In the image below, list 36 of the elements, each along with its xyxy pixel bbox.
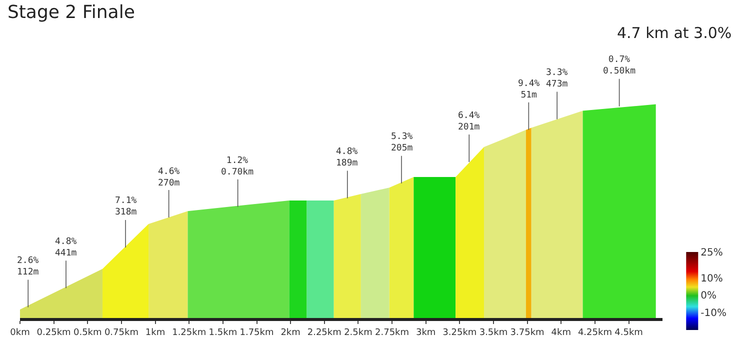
color-bar-label: 10% xyxy=(700,273,723,284)
x-tick-label: 0km xyxy=(10,328,30,338)
x-tick-label: 2.25km xyxy=(307,328,342,338)
annotation: 6.4% 201m xyxy=(458,111,480,133)
chart-title: Stage 2 Finale xyxy=(7,2,135,23)
x-tick-label: 1.25km xyxy=(172,328,206,338)
x-tick-label: 1.5km xyxy=(208,328,238,338)
color-bar-label: 0% xyxy=(700,290,717,302)
x-tick-label: 4km xyxy=(551,328,571,338)
annotation: 5.3% 205m xyxy=(391,132,414,154)
x-tick-label: 4.25km xyxy=(578,328,612,338)
annotation: 3.3% 473m xyxy=(546,68,568,90)
annotation: 1.2% 0.70km xyxy=(221,156,254,178)
annotation: 4.8% 441m xyxy=(55,237,78,259)
chart-subtitle: 4.7 km at 3.0% xyxy=(617,24,732,42)
annotation: 9.4% 51m xyxy=(518,79,540,101)
x-tick-label: 2km xyxy=(280,328,300,338)
x-tick-label: 0.75km xyxy=(104,328,138,338)
annotation: 0.7% 0.50km xyxy=(603,55,636,77)
annotation: 2.6% 112m xyxy=(17,256,40,278)
x-tick-label: 2.75km xyxy=(375,328,410,338)
annotation: 7.1% 318m xyxy=(115,196,138,218)
x-tick-label: 3.75km xyxy=(510,328,544,338)
x-tick-label: 2.5km xyxy=(344,328,372,338)
x-tick-label: 3.5km xyxy=(479,328,508,338)
color-bar-label: 25% xyxy=(700,247,723,258)
color-bar-label: -10% xyxy=(700,308,726,319)
x-tick-label: 0.25km xyxy=(36,328,71,338)
x-tick-label: 0.5km xyxy=(73,328,102,338)
x-tick-label: 3.25km xyxy=(442,328,477,338)
annotation: 4.6% 270m xyxy=(158,167,180,189)
x-tick-label: 4.5km xyxy=(614,328,643,338)
annotation: 4.8% 189m xyxy=(336,147,358,169)
x-tick-label: 3km xyxy=(416,328,436,338)
x-tick-label: 1km xyxy=(145,328,166,338)
x-tick-label: 1.75km xyxy=(240,328,274,338)
